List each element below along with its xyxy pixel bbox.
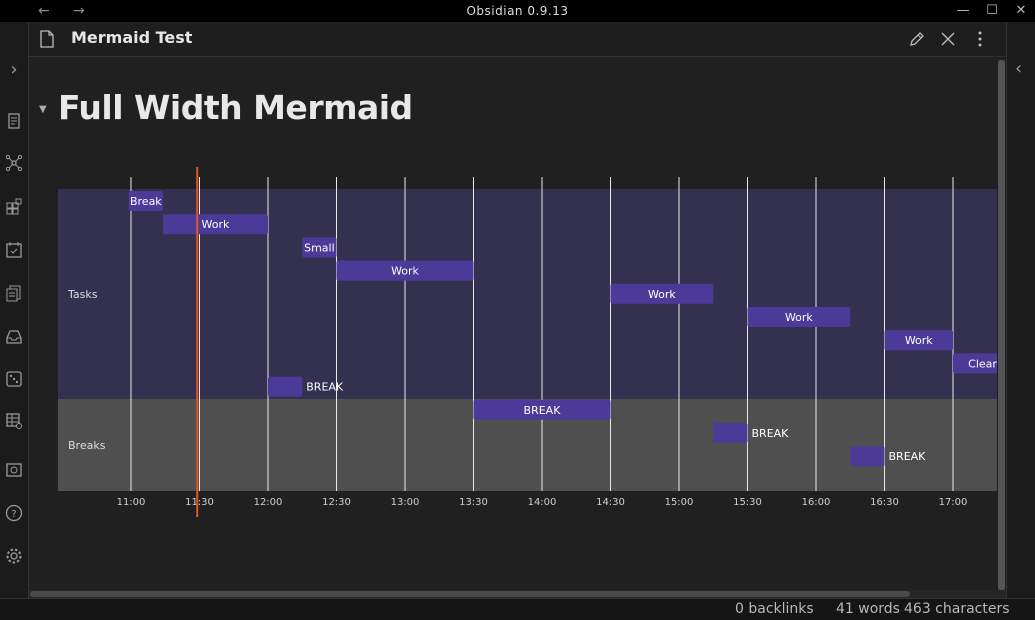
close-pane-icon[interactable] <box>938 29 958 49</box>
note-title[interactable]: Mermaid Test <box>71 28 193 47</box>
gantt-task-bar <box>953 353 997 374</box>
horizontal-scrollbar[interactable] <box>29 590 1006 598</box>
vertical-scrollbar[interactable] <box>998 60 1005 590</box>
expand-sidebar-icon[interactable]: › <box>10 59 18 80</box>
gantt-task-label: BREAK <box>752 427 790 440</box>
horizontal-scroll-thumb[interactable] <box>30 591 910 597</box>
window-title: Obsidian 0.9.13 <box>466 4 569 18</box>
gantt-task-bar <box>610 283 714 304</box>
gantt-section-label: Breaks <box>68 439 106 452</box>
gantt-task-label: Work <box>202 218 230 231</box>
forward-arrow-icon[interactable]: → <box>73 3 85 19</box>
title-bar: ← → Obsidian 0.9.13 — ☐ ✕ <box>0 0 1035 22</box>
gantt-task-bar <box>268 376 303 397</box>
gantt-task-label: Work <box>391 265 419 278</box>
gantt-task-bar <box>162 214 268 235</box>
pane-header: Mermaid Test <box>29 22 1006 57</box>
more-options-icon[interactable] <box>970 29 990 49</box>
maximize-icon[interactable]: ☐ <box>986 3 998 18</box>
gantt-tick-label: 11:00 <box>117 497 146 508</box>
collapse-heading-icon[interactable]: ▼ <box>39 104 47 115</box>
minimize-icon[interactable]: — <box>956 3 970 18</box>
edit-icon[interactable] <box>907 29 927 49</box>
status-bar: 0 backlinks 41 words 463 characters <box>0 598 1035 620</box>
gantt-task-label: Break <box>130 195 162 208</box>
character-count: 463 characters <box>904 601 1010 617</box>
random-note-icon[interactable] <box>4 369 24 389</box>
gantt-task-label: BREAK <box>306 381 344 394</box>
gantt-task-bar <box>747 307 851 327</box>
word-count: 41 words <box>836 601 900 617</box>
gantt-tick-label: 12:30 <box>322 497 351 508</box>
left-ribbon: › ? <box>0 22 29 598</box>
gantt-tick-label: 16:00 <box>802 497 831 508</box>
close-window-icon[interactable]: ✕ <box>1015 3 1027 18</box>
gantt-task-label: BREAK <box>524 404 562 417</box>
svg-text:?: ? <box>11 509 16 520</box>
gantt-task-label: Small <box>304 241 335 254</box>
gantt-tick-label: 15:30 <box>733 497 762 508</box>
right-sidebar-collapsed: ‹ <box>1006 22 1035 598</box>
gantt-task-bar <box>713 423 748 443</box>
slides-icon[interactable] <box>4 460 24 480</box>
open-file-icon[interactable] <box>4 111 24 131</box>
gantt-task-bar <box>336 260 474 281</box>
gantt-tick-label: 16:30 <box>870 497 899 508</box>
gantt-task-bar <box>473 399 611 420</box>
gantt-section-label: Tasks <box>67 288 98 301</box>
daily-note-icon[interactable] <box>4 240 24 260</box>
graph-view-icon[interactable] <box>4 153 24 173</box>
vertical-scroll-thumb[interactable] <box>998 60 1005 590</box>
gantt-tick-label: 13:30 <box>459 497 488 508</box>
gantt-tick-label: 17:00 <box>939 497 968 508</box>
gantt-task-label: Work <box>785 311 813 324</box>
gantt-task-bar <box>128 191 163 211</box>
gantt-task-label: Cleanu <box>968 357 997 370</box>
tag-pane-icon[interactable] <box>4 197 24 217</box>
file-icon[interactable] <box>39 30 55 48</box>
gantt-task-label: Work <box>648 288 676 301</box>
gantt-tick-label: 14:00 <box>528 497 557 508</box>
backlinks-count[interactable]: 0 backlinks <box>735 601 814 617</box>
settings-icon[interactable] <box>4 546 24 566</box>
gantt-task-bar <box>884 330 953 351</box>
mermaid-gantt-chart: Tasks Breaks 11:00 11:30 12:00 12:30 13:00 13:3… <box>58 167 997 517</box>
gantt-tick-label: 11:30 <box>185 497 214 508</box>
help-icon[interactable]: ? <box>4 503 24 523</box>
gantt-tick-label: 13:00 <box>391 497 420 508</box>
gantt-tick-label: 14:30 <box>596 497 625 508</box>
heading-full-width-mermaid: Full Width Mermaid <box>58 88 413 127</box>
gantt-task-bar <box>850 446 885 467</box>
inbox-icon[interactable] <box>4 327 24 347</box>
back-arrow-icon[interactable]: ← <box>38 3 50 19</box>
gantt-task-label: Work <box>905 334 933 347</box>
gantt-task-label: BREAK <box>889 450 927 463</box>
gantt-tick-label: 12:00 <box>254 497 283 508</box>
note-content[interactable]: ▼ Full Width Mermaid Tasks Breaks 11:00 11:… <box>29 57 997 590</box>
gantt-tick-label: 15:00 <box>665 497 694 508</box>
expand-right-sidebar-icon[interactable]: ‹ <box>1015 58 1023 79</box>
gantt-task-bar <box>302 237 337 258</box>
templates-icon[interactable] <box>4 283 24 303</box>
table-icon[interactable] <box>4 411 24 431</box>
